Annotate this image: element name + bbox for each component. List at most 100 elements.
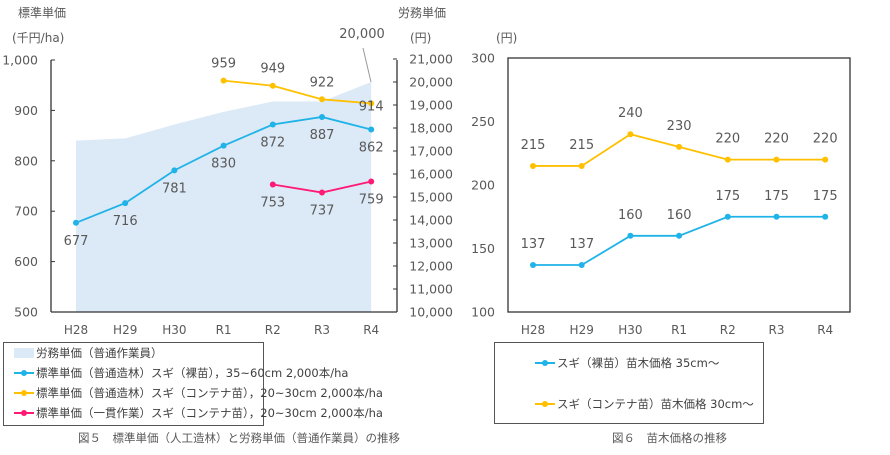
legend-item: 標準単価（普通造林）スギ（コンテナ苗），20~30cm 2,000本/ha bbox=[14, 385, 383, 401]
data-label: 20,000 bbox=[339, 27, 385, 42]
right-tick-label: 17,000 bbox=[409, 144, 453, 159]
data-point bbox=[676, 143, 683, 150]
left-tick-label: 500 bbox=[14, 305, 38, 320]
data-label: 753 bbox=[260, 195, 285, 210]
data-point bbox=[319, 96, 325, 103]
data-point bbox=[773, 213, 780, 220]
x-tick-label: H29 bbox=[113, 323, 137, 337]
data-point bbox=[171, 167, 178, 174]
right-tick-label: 11,000 bbox=[409, 282, 453, 297]
right-tick-label: 15,000 bbox=[409, 190, 453, 205]
x-tick-label: R2 bbox=[265, 323, 281, 337]
left-tick-label: 900 bbox=[14, 103, 38, 118]
legend-item: 標準単価（普通造林）スギ（裸苗），35~60cm 2,000本/ha bbox=[14, 365, 348, 381]
data-label: 716 bbox=[113, 214, 138, 229]
data-label: 175 bbox=[813, 189, 838, 204]
legend-item: 労務単価（普通作業員） bbox=[14, 345, 163, 361]
data-point bbox=[578, 262, 585, 269]
data-point bbox=[220, 77, 227, 84]
data-label: 949 bbox=[260, 62, 285, 77]
data-point bbox=[627, 131, 634, 138]
right-tick-label: 20,000 bbox=[409, 75, 453, 90]
x-tick-label: R2 bbox=[720, 323, 736, 337]
y-tick-label: 200 bbox=[471, 178, 495, 193]
data-label: 220 bbox=[813, 132, 838, 147]
legend-item: スギ（裸苗）苗木価格 35cm～ bbox=[535, 355, 719, 371]
x-tick-label: H28 bbox=[64, 323, 88, 337]
legend-item: 標準単価（一貫作業）スギ（コンテナ苗），20~30cm 2,000本/ha bbox=[14, 405, 383, 421]
data-label: 230 bbox=[667, 119, 692, 134]
data-point bbox=[319, 189, 325, 196]
y-tick-label: 250 bbox=[471, 114, 495, 129]
data-label: 175 bbox=[764, 189, 789, 204]
data-point bbox=[724, 213, 731, 220]
legend-line-swatch bbox=[535, 358, 555, 368]
legend-line-swatch bbox=[535, 399, 555, 409]
data-label: 220 bbox=[764, 132, 789, 147]
data-label: 215 bbox=[569, 138, 594, 153]
data-point bbox=[530, 162, 536, 169]
data-label: 914 bbox=[359, 99, 384, 114]
left-axis-unit: (千円/ha) bbox=[12, 31, 64, 45]
series-line bbox=[223, 79, 372, 105]
right-tick-label: 19,000 bbox=[409, 98, 453, 113]
right-tick-label: 12,000 bbox=[409, 259, 453, 274]
legend-line-swatch bbox=[14, 368, 34, 378]
left-axis-title: 標準単価 bbox=[18, 5, 66, 20]
figure6-legend: スギ（裸苗）苗木価格 35cm～ スギ（コンテナ苗）苗木価格 30cm～ bbox=[494, 342, 764, 424]
data-label: 872 bbox=[260, 136, 285, 151]
area-series-labor-cost bbox=[76, 82, 372, 312]
data-label: 220 bbox=[715, 132, 740, 147]
data-point bbox=[220, 142, 227, 149]
data-point bbox=[578, 162, 585, 169]
data-point bbox=[368, 178, 375, 185]
data-point bbox=[724, 156, 731, 163]
legend-label: スギ（コンテナ苗）苗木価格 30cm～ bbox=[557, 397, 754, 411]
figure6-caption: 図６ 苗木価格の推移 bbox=[612, 431, 727, 445]
data-label: 160 bbox=[667, 208, 692, 223]
x-tick-label: R1 bbox=[216, 323, 232, 337]
left-tick-label: 600 bbox=[14, 254, 38, 269]
data-point bbox=[530, 262, 536, 269]
right-tick-label: 18,000 bbox=[409, 121, 453, 136]
data-point bbox=[319, 113, 325, 120]
data-label: 759 bbox=[359, 192, 384, 207]
legend-label: 労務単価（普通作業員） bbox=[36, 346, 163, 360]
x-tick-label: R4 bbox=[363, 323, 379, 337]
data-label: 781 bbox=[162, 181, 187, 196]
left-tick-label: 1,000 bbox=[2, 53, 38, 68]
data-point bbox=[269, 82, 276, 89]
data-point bbox=[822, 156, 829, 163]
figure5-legend: 労務単価（普通作業員） 標準単価（普通造林）スギ（裸苗），35~60cm 2,0… bbox=[3, 342, 383, 426]
right-tick-label: 14,000 bbox=[409, 213, 453, 228]
data-label: 175 bbox=[715, 189, 740, 204]
data-label: 137 bbox=[521, 237, 546, 252]
figure5-caption: 図５ 標準単価（人工造林）と労務単価（普通作業員）の推移 bbox=[78, 431, 400, 445]
legend-area-swatch bbox=[14, 348, 34, 358]
x-tick-label: R3 bbox=[314, 323, 330, 337]
right-axis-unit: (円) bbox=[410, 31, 431, 45]
data-point bbox=[676, 232, 683, 239]
x-tick-label: R1 bbox=[671, 323, 687, 337]
data-label: 830 bbox=[211, 157, 236, 172]
data-point bbox=[122, 200, 129, 207]
y-tick-label: 150 bbox=[471, 241, 495, 256]
x-tick-label: R3 bbox=[769, 323, 785, 337]
data-label: 215 bbox=[521, 138, 546, 153]
data-label: 862 bbox=[359, 141, 384, 156]
data-label: 137 bbox=[569, 237, 594, 252]
y-tick-label: 300 bbox=[471, 51, 495, 66]
data-label: 887 bbox=[310, 128, 335, 143]
data-label: 240 bbox=[618, 106, 643, 121]
data-point bbox=[269, 121, 276, 128]
data-point bbox=[627, 232, 634, 239]
y-tick-label: 100 bbox=[471, 305, 495, 320]
y-axis-unit: (円) bbox=[496, 31, 517, 45]
legend-label: 標準単価（普通造林）スギ（裸苗），35~60cm 2,000本/ha bbox=[36, 366, 349, 380]
right-tick-label: 10,000 bbox=[409, 305, 453, 320]
data-point bbox=[822, 213, 829, 220]
data-label: 922 bbox=[310, 75, 335, 90]
data-label: 737 bbox=[310, 204, 335, 219]
data-label-leader bbox=[362, 47, 372, 83]
